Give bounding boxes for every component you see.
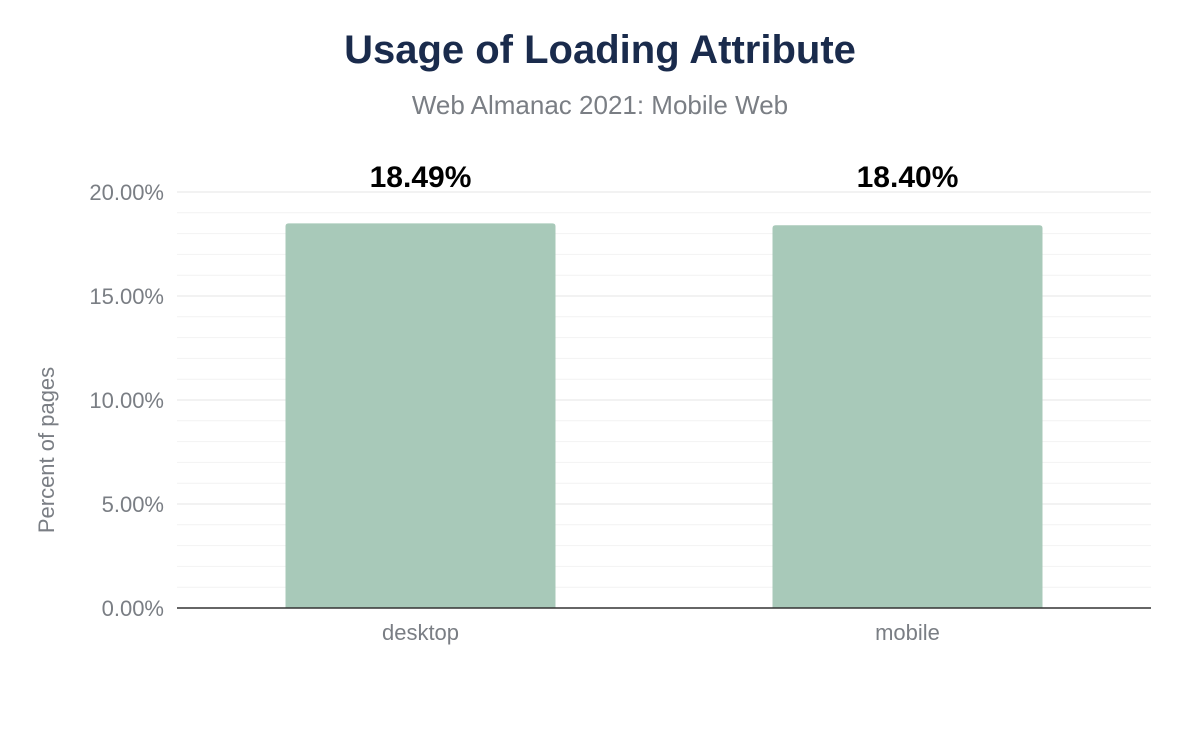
bar-desktop xyxy=(285,223,556,608)
y-axis-label: Percent of pages xyxy=(34,367,59,533)
y-axis-ticks: 0.00% 5.00% 10.00% 15.00% 20.00% xyxy=(89,180,164,621)
y-tick-label: 10.00% xyxy=(89,388,164,413)
y-tick-label: 0.00% xyxy=(102,596,164,621)
chart-subtitle: Web Almanac 2021: Mobile Web xyxy=(411,90,789,120)
y-tick-label: 15.00% xyxy=(89,284,164,309)
y-tick-label: 20.00% xyxy=(89,180,164,205)
data-label-desktop: 18.49% xyxy=(370,161,472,194)
data-labels: 18.49% 18.40% xyxy=(370,161,959,194)
x-axis-categories: desktop mobile xyxy=(382,620,940,645)
chart-title: Usage of Loading Attribute xyxy=(344,28,856,72)
x-tick-label: desktop xyxy=(382,620,459,645)
bar-mobile xyxy=(772,225,1043,608)
data-label-mobile: 18.40% xyxy=(857,161,959,194)
bars xyxy=(285,223,1043,608)
x-tick-label: mobile xyxy=(875,620,940,645)
y-tick-label: 5.00% xyxy=(102,492,164,517)
